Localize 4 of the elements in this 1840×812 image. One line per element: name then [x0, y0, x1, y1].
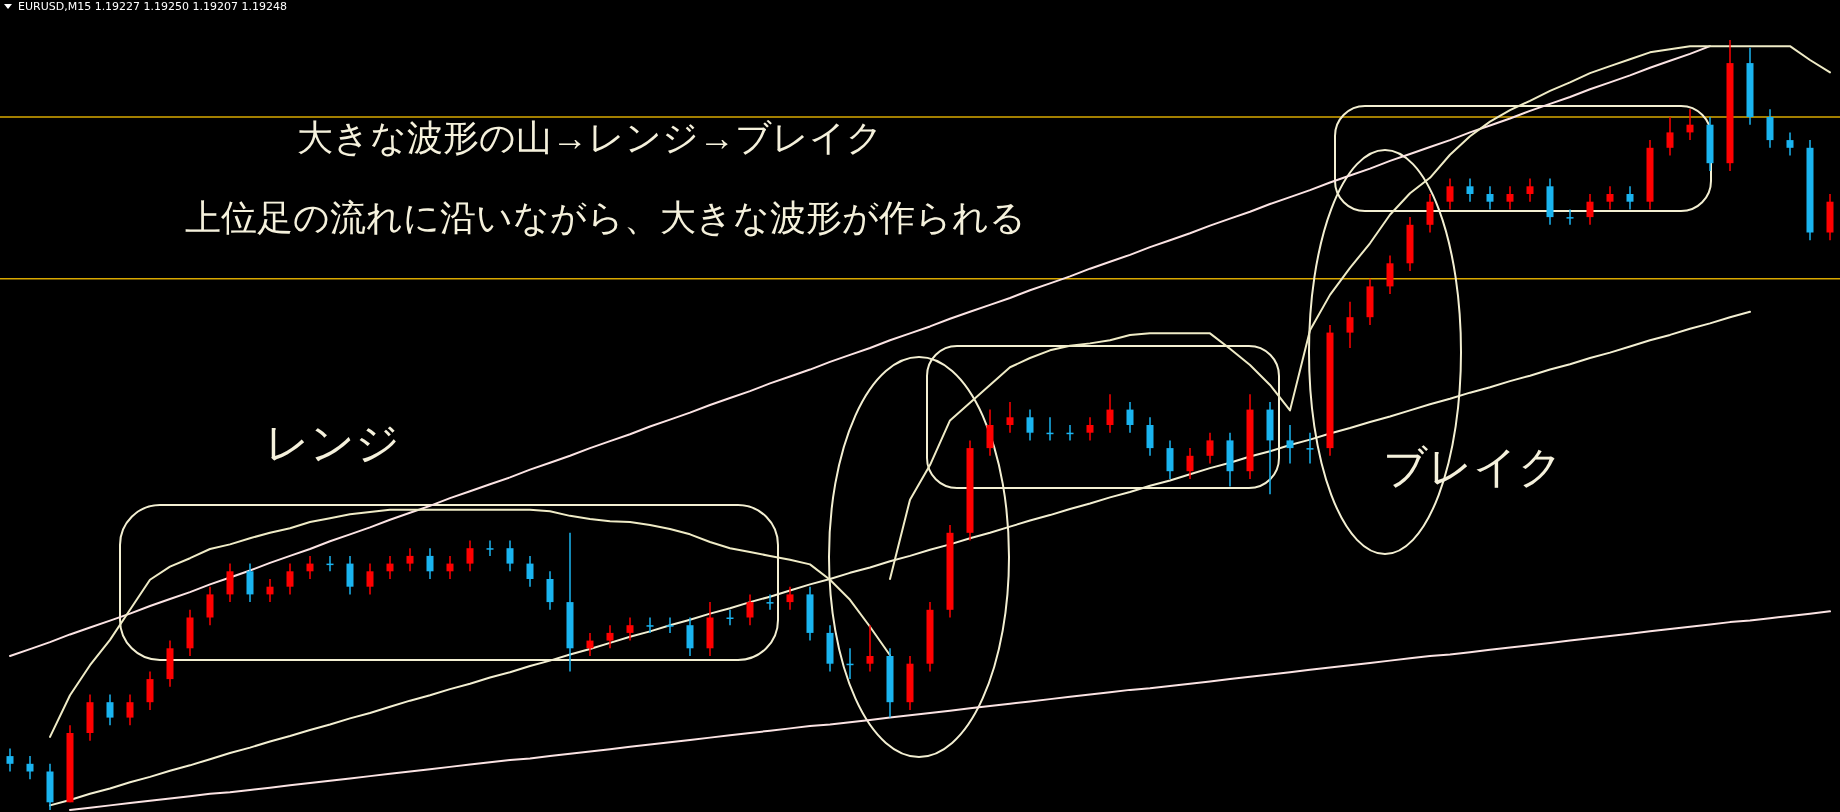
- annotation: 上位足の流れに沿いながら、大きな波形が作られる: [184, 198, 1026, 238]
- annotation: 大きな波形の山→レンジ→ブレイク: [297, 118, 883, 158]
- annotation: レンジ: [264, 419, 400, 468]
- chart-title: EURUSD,M15 1.19227 1.19250 1.19207 1.19248: [18, 0, 288, 13]
